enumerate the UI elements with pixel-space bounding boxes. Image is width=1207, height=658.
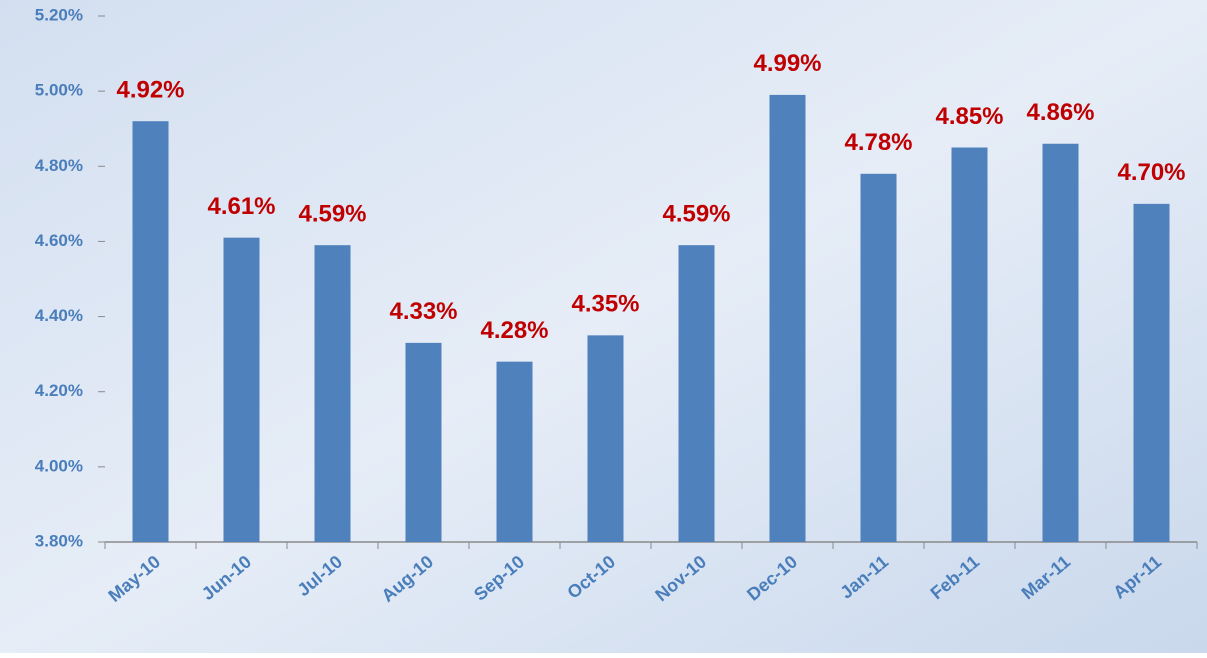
value-label: 4.92% — [116, 77, 184, 104]
value-label: 4.35% — [571, 291, 639, 318]
y-tick-label: 4.20% — [35, 381, 83, 400]
value-label: 4.28% — [480, 317, 548, 344]
bar — [1042, 143, 1079, 542]
y-tick-label: 4.80% — [35, 156, 83, 175]
value-label: 4.85% — [935, 103, 1003, 130]
bar — [132, 121, 169, 542]
bar — [314, 245, 351, 542]
value-label: 4.61% — [207, 193, 275, 220]
bar — [678, 245, 715, 542]
value-label: 4.59% — [298, 201, 366, 228]
bar — [1133, 203, 1170, 542]
y-tick-label: 5.20% — [35, 5, 83, 24]
value-label: 4.78% — [844, 129, 912, 156]
y-tick-label: 4.40% — [35, 306, 83, 325]
value-label: 4.86% — [1026, 99, 1094, 126]
bar — [951, 147, 988, 542]
bar — [860, 173, 897, 543]
bar — [223, 237, 260, 542]
y-tick-label: 5.00% — [35, 81, 83, 100]
bar — [405, 342, 442, 542]
bar — [496, 361, 533, 542]
y-tick-label: 3.80% — [35, 531, 83, 550]
bar — [587, 335, 624, 542]
bar — [769, 94, 806, 543]
value-label: 4.59% — [662, 201, 730, 228]
y-tick-label: 4.60% — [35, 231, 83, 250]
value-label: 4.99% — [753, 50, 821, 77]
value-label: 4.70% — [1117, 159, 1185, 186]
y-tick-label: 4.00% — [35, 456, 83, 475]
value-label: 4.33% — [389, 298, 457, 325]
